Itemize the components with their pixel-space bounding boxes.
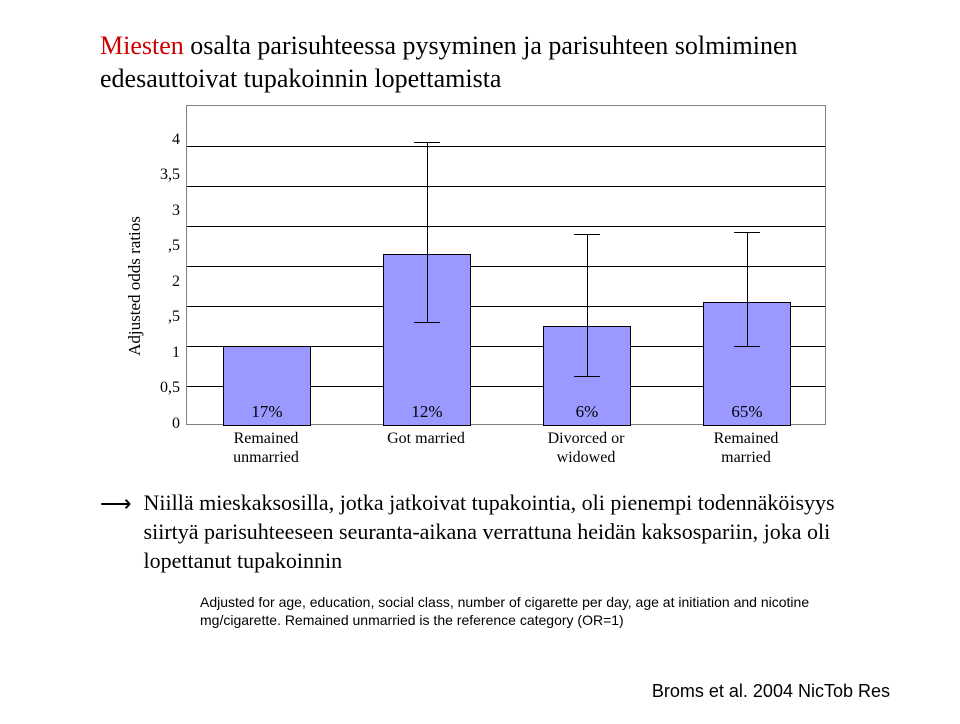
ylabel: Adjusted odds ratios: [125, 216, 145, 356]
bar-pct-label: 65%: [731, 402, 762, 422]
bullet-row: ⟶ Niillä mieskaksosilla, jotka jatkoivat…: [100, 489, 900, 575]
error-cap: [734, 346, 760, 347]
xtick-label: Remainedunmarried: [186, 429, 346, 467]
ytick-label: 3: [150, 184, 186, 220]
plot: 17% 12% 6% 65%: [186, 105, 826, 425]
error-cap: [574, 234, 600, 235]
ytick-label: 3,5: [150, 149, 186, 185]
error-line: [427, 142, 428, 322]
ytick-label: 1: [150, 326, 186, 362]
xtick-label: Got married: [346, 429, 506, 467]
ytick-label: 4: [150, 113, 186, 149]
bar-pct-label: 6%: [576, 402, 599, 422]
page-title: Miesten osalta parisuhteessa pysyminen j…: [100, 30, 900, 95]
gridline: [187, 146, 825, 147]
bullet-text: Niillä mieskaksosilla, jotka jatkoivat t…: [144, 489, 884, 575]
ylabel-wrap: Adjusted odds ratios: [120, 105, 150, 467]
error-cap: [414, 322, 440, 323]
bar-pct-label: 12%: [411, 402, 442, 422]
gridline: [187, 226, 825, 227]
error-cap: [414, 142, 440, 143]
error-line: [587, 234, 588, 376]
gridline: [187, 266, 825, 267]
footnote: Adjusted for age, education, social clas…: [200, 593, 840, 629]
ytick-label: 2: [150, 255, 186, 291]
ytick-label: ,5: [150, 220, 186, 256]
error-line: [747, 232, 748, 346]
arrow-icon: ⟶: [100, 491, 132, 517]
chart-area: Adjusted odds ratios 00,51,52,533,54 17%…: [120, 105, 900, 467]
yticks: 00,51,52,533,54: [150, 105, 186, 425]
xticks: RemainedunmarriedGot marriedDivorced orw…: [186, 429, 826, 467]
gridline: [187, 186, 825, 187]
ytick-label: 0,5: [150, 362, 186, 398]
ytick-label: 0: [150, 397, 186, 433]
ytick-label: ,5: [150, 291, 186, 327]
plot-wrap: 00,51,52,533,54 17%12%6%65% Remainedunma…: [150, 105, 826, 467]
title-rest: osalta parisuhteessa pysyminen ja parisu…: [100, 31, 798, 93]
title-red: Miesten: [100, 31, 184, 60]
bar-pct-label: 17%: [251, 402, 282, 422]
error-cap: [734, 232, 760, 233]
citation: Broms et al. 2004 NicTob Res: [652, 681, 890, 702]
error-cap: [574, 376, 600, 377]
xtick-label: Remainedmarried: [666, 429, 826, 467]
xtick-label: Divorced orwidowed: [506, 429, 666, 467]
